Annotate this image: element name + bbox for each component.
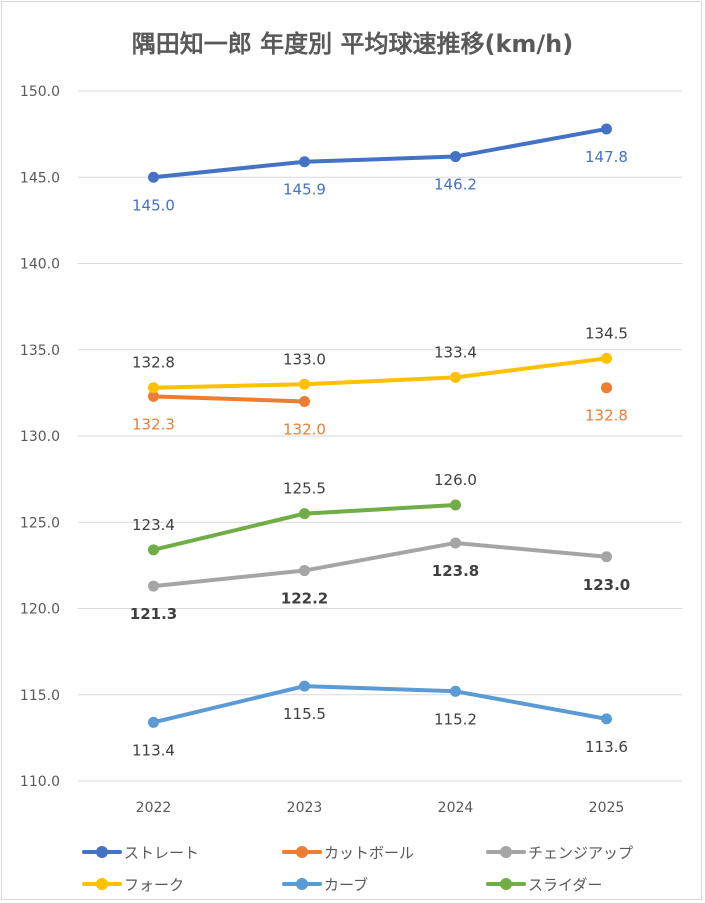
y-tick-label: 145.0 [20, 170, 60, 186]
data-point [299, 680, 310, 692]
series-2 [148, 382, 612, 407]
data-point [299, 565, 310, 577]
y-tick-label: 135.0 [20, 343, 60, 359]
series-1 [148, 123, 612, 183]
data-point [148, 171, 159, 183]
data-label: 115.2 [434, 710, 477, 728]
data-point [148, 580, 159, 592]
y-tick-label: 130.0 [20, 429, 60, 445]
data-label: 123.0 [583, 576, 630, 594]
x-tick-label: 2023 [287, 800, 323, 816]
data-point [450, 371, 461, 383]
data-label: 125.5 [283, 480, 326, 498]
y-tick-label: 125.0 [20, 515, 60, 531]
series-line [151, 356, 609, 390]
data-point [299, 378, 310, 390]
legend-swatch [82, 841, 122, 863]
legend-label: カーブ [324, 875, 369, 894]
series-line [151, 394, 307, 404]
data-label: 132.8 [585, 407, 628, 425]
x-tick-label: 2024 [438, 800, 474, 816]
series-5 [148, 680, 612, 728]
x-tick-label: 2022 [136, 800, 172, 816]
data-point [450, 537, 461, 549]
series-group [148, 123, 612, 728]
data-label: 132.3 [132, 415, 175, 433]
data-label: 145.0 [132, 196, 175, 214]
data-point [299, 508, 310, 520]
legend-swatch [486, 841, 526, 863]
y-tick-label: 150.0 [20, 84, 60, 100]
x-axis: 2022 2023 2024 2025 [136, 800, 625, 816]
data-label: 132.0 [283, 421, 326, 439]
gridlines [78, 90, 682, 782]
data-point [601, 713, 612, 725]
data-point [601, 123, 612, 135]
data-point [148, 716, 159, 728]
data-label: 134.5 [585, 324, 628, 342]
x-tick-label: 2025 [589, 800, 625, 816]
y-tick-label: 120.0 [20, 602, 60, 618]
data-label: 133.0 [283, 350, 326, 368]
legend-swatch [282, 873, 322, 895]
legend-label: ストレート [124, 843, 200, 862]
y-axis: 110.0 115.0 120.0 125.0 130.0 135.0 140.0 145.0… [20, 84, 60, 790]
data-point [601, 382, 612, 394]
legend-item[interactable]: スライダー [486, 873, 602, 895]
data-labels: 145.0 145.9 146.2 147.8 132.3 132.0 132.8 121.3… [130, 148, 630, 759]
legend-swatch [82, 873, 122, 895]
data-point [450, 151, 461, 163]
legend-label: カットボール [324, 843, 415, 862]
legend-swatch [486, 873, 526, 895]
data-point [148, 382, 159, 394]
data-point [601, 352, 612, 364]
legend-label: スライダー [528, 875, 603, 894]
y-tick-label: 110.0 [20, 774, 60, 790]
data-label: 147.8 [585, 148, 628, 166]
data-point [299, 396, 310, 407]
legend-swatch [282, 841, 322, 863]
series-6 [148, 499, 461, 556]
legend-item[interactable]: フォーク [82, 873, 184, 895]
legend-item[interactable]: チェンジアップ [486, 841, 633, 863]
data-point [148, 390, 159, 402]
series-4 [148, 352, 612, 394]
legend-label: チェンジアップ [528, 843, 634, 862]
series-line [151, 540, 609, 589]
data-point [450, 499, 461, 511]
data-label: 113.4 [132, 741, 175, 759]
series-line [151, 126, 609, 180]
data-label: 121.3 [130, 605, 177, 623]
series-3 [148, 537, 612, 592]
legend-item[interactable]: カットボール [282, 841, 414, 863]
data-label: 126.0 [434, 471, 477, 489]
data-label: 133.4 [434, 343, 477, 361]
chart-title: 隅田知一郎 年度別 平均球速推移(km/h) [131, 30, 574, 58]
legend-item[interactable]: ストレート [82, 841, 199, 863]
y-tick-label: 140.0 [20, 257, 60, 273]
data-label: 123.4 [132, 516, 175, 534]
legend-label: フォーク [124, 875, 185, 894]
data-point [148, 544, 159, 556]
data-label: 145.9 [283, 181, 326, 199]
data-label: 115.5 [283, 705, 326, 723]
data-label: 123.8 [432, 562, 479, 580]
legend-item[interactable]: カーブ [282, 873, 368, 895]
data-label: 113.6 [585, 738, 628, 756]
data-label: 146.2 [434, 176, 477, 194]
data-label: 122.2 [281, 590, 328, 608]
data-point [601, 551, 612, 563]
y-tick-label: 115.0 [20, 688, 60, 704]
data-point [299, 156, 310, 168]
data-label: 132.8 [132, 354, 175, 372]
series-line [151, 684, 609, 725]
data-point [450, 685, 461, 697]
